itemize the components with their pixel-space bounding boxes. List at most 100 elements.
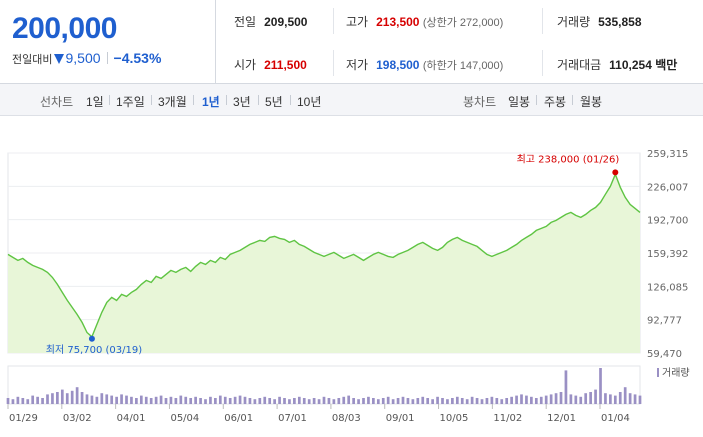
volume-bar — [41, 398, 44, 404]
volume-bar — [623, 387, 627, 404]
volume-bar — [297, 396, 301, 404]
volume-bar — [480, 399, 484, 404]
period-3y[interactable]: 3년 — [233, 95, 251, 109]
volume-bar — [312, 398, 316, 404]
volume-bar — [594, 389, 597, 404]
x-tick-label: 01/29 — [9, 413, 38, 424]
period-1y[interactable]: 1년 — [202, 95, 220, 109]
volume-bar — [525, 395, 528, 404]
stat-value: 211,500 — [264, 58, 307, 72]
stat-label: 거래량 — [557, 15, 591, 29]
volume-bar — [179, 395, 183, 404]
volume-bar — [11, 399, 15, 404]
volume-bar — [209, 396, 212, 404]
volume-bar — [189, 398, 193, 404]
volume-bar — [248, 398, 252, 404]
volume-bar — [159, 395, 163, 404]
x-tick-label: 08/03 — [332, 413, 361, 424]
volume-bar — [263, 396, 267, 404]
x-tick-label: 06/01 — [224, 413, 253, 424]
line-chart-label: 선차트 — [40, 95, 74, 109]
x-tick-label: 05/04 — [170, 413, 199, 424]
volume-bar — [204, 399, 207, 404]
volume-bar — [21, 398, 25, 404]
volume-bar — [31, 395, 35, 404]
max-point — [612, 169, 619, 176]
stock-summary: 200,000 전일대비 9,500 −4.53% 전일 209,500 시가 211,… — [0, 0, 703, 84]
lower-limit: (하한가 147,000) — [422, 60, 504, 72]
volume-bar — [174, 398, 178, 404]
separator — [258, 95, 259, 105]
volume-bar — [618, 392, 622, 404]
y-tick-label: 226,007 — [647, 182, 688, 193]
volume-bar — [584, 393, 588, 404]
volume-bar — [307, 399, 311, 404]
stat-value: 110,254 백만 — [609, 58, 678, 72]
volume-bar — [367, 396, 370, 404]
period-1d[interactable]: 1일 — [86, 95, 104, 109]
stat-value: 209,500 — [264, 15, 308, 29]
volume-bar — [376, 399, 380, 404]
volume-bar — [416, 398, 420, 404]
volume-bar — [110, 395, 114, 404]
volume-bar — [441, 398, 444, 404]
down-triangle-icon — [54, 54, 65, 64]
volume-bar — [65, 393, 69, 404]
stat-prev-close: 전일 209,500 — [234, 13, 307, 30]
change-percent: −4.53% — [113, 50, 162, 66]
volume-bar — [554, 393, 558, 404]
period-3m[interactable]: 3개월 — [158, 95, 187, 109]
volume-bar — [268, 398, 272, 404]
separator — [226, 95, 227, 105]
separator — [290, 95, 291, 105]
separator — [193, 95, 194, 105]
x-tick-label: 01/04 — [601, 413, 630, 424]
volume-bar — [352, 398, 355, 404]
price-line — [7, 172, 641, 338]
period-10y[interactable]: 10년 — [297, 95, 322, 109]
volume-bar — [214, 398, 217, 404]
period-5y[interactable]: 5년 — [265, 95, 283, 109]
volume-bar — [347, 395, 351, 404]
volume-bar — [115, 396, 118, 404]
stat-volume: 거래량 535,858 — [557, 13, 642, 30]
volume-legend-icon — [657, 368, 659, 377]
volume-bar — [544, 395, 548, 404]
period-1w[interactable]: 1주일 — [116, 95, 145, 109]
volume-bar — [406, 398, 410, 404]
volume-bar — [46, 394, 49, 404]
separator — [333, 50, 334, 76]
x-tick-label: 03/02 — [63, 413, 92, 424]
stat-label: 저가 — [346, 58, 369, 72]
separator — [542, 50, 543, 76]
volume-bar — [6, 398, 10, 404]
volume-bar — [218, 395, 222, 404]
y-tick-label: 192,700 — [647, 216, 688, 227]
candle-monthly[interactable]: 월봉 — [580, 95, 603, 109]
volume-bar — [411, 399, 415, 404]
stat-high: 고가 213,500 (상한가 272,000) — [346, 13, 503, 30]
volume-bar — [60, 389, 64, 404]
candle-daily[interactable]: 일봉 — [508, 95, 531, 109]
volume-bar — [534, 398, 538, 404]
volume-bar — [243, 396, 247, 404]
volume-bar — [470, 396, 474, 404]
volume-bar — [105, 394, 109, 404]
volume-bar — [485, 398, 489, 404]
volume-bar — [258, 398, 262, 404]
volume-bar — [628, 393, 632, 404]
chart-toolbar: 선차트 1일 1주일 3개월 1년 3년 5년 10년 봉차트 일봉 주봉 월봉 — [0, 84, 703, 116]
volume-bar — [75, 387, 79, 404]
candle-weekly[interactable]: 주봉 — [544, 95, 567, 109]
x-tick-label: 10/05 — [440, 413, 469, 424]
volume-bar — [604, 393, 607, 404]
volume-bar — [26, 399, 30, 404]
min-label: 최저 75,700 (03/19) — [46, 344, 142, 356]
volume-bar — [455, 396, 459, 404]
volume-bar — [164, 398, 168, 404]
volume-bar — [539, 396, 543, 404]
separator — [109, 95, 110, 105]
volume-bar — [638, 395, 642, 404]
stat-value: 198,500 — [376, 58, 420, 72]
volume-bar — [372, 398, 375, 404]
